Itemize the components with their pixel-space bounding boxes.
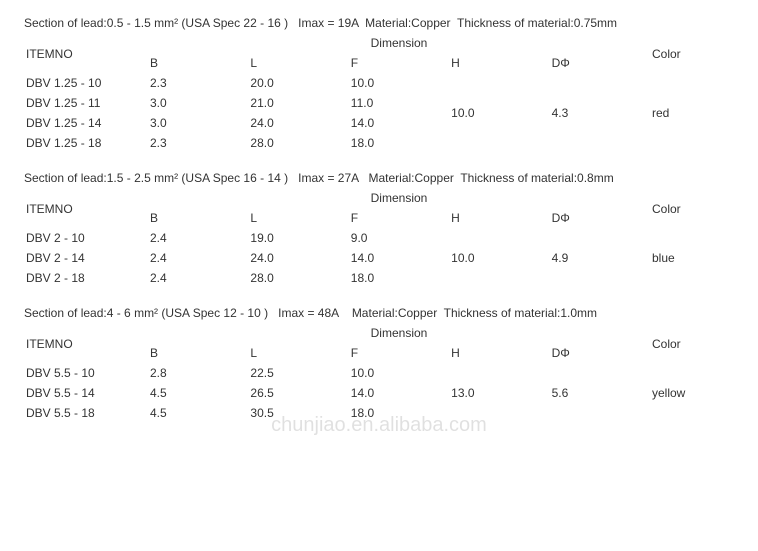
cell-D: 5.6 [550, 363, 650, 423]
header-B: B [148, 343, 248, 363]
header-D: DΦ [550, 208, 650, 228]
spec-table: ITEMNODimensionColorBLFHDΦDBV 5.5 - 102.… [24, 324, 734, 423]
header-F: F [349, 208, 449, 228]
spec-section: Section of lead:1.5 - 2.5 mm² (USA Spec … [24, 171, 734, 288]
cell-itemno: DBV 5.5 - 18 [24, 403, 148, 423]
header-H: H [449, 343, 549, 363]
header-color: Color [650, 189, 734, 228]
cell-itemno: DBV 2 - 14 [24, 248, 148, 268]
cell-itemno: DBV 1.25 - 18 [24, 133, 148, 153]
cell-color: blue [650, 228, 734, 288]
header-F: F [349, 53, 449, 73]
cell-color: yellow [650, 363, 734, 423]
cell-H: 10.0 [449, 73, 549, 153]
header-L: L [248, 53, 348, 73]
cell-L: 28.0 [248, 268, 348, 288]
header-L: L [248, 343, 348, 363]
cell-itemno: DBV 1.25 - 14 [24, 113, 148, 133]
cell-itemno: DBV 1.25 - 11 [24, 93, 148, 113]
spec-section: Section of lead:4 - 6 mm² (USA Spec 12 -… [24, 306, 734, 423]
header-B: B [148, 208, 248, 228]
header-color: Color [650, 324, 734, 363]
cell-B: 2.4 [148, 228, 248, 248]
header-dimension: Dimension [148, 324, 650, 343]
cell-D: 4.3 [550, 73, 650, 153]
cell-color: red [650, 73, 734, 153]
header-color: Color [650, 34, 734, 73]
cell-B: 2.4 [148, 248, 248, 268]
cell-F: 11.0 [349, 93, 449, 113]
spec-section: Section of lead:0.5 - 1.5 mm² (USA Spec … [24, 16, 734, 153]
header-dimension: Dimension [148, 189, 650, 208]
spec-line: Section of lead:0.5 - 1.5 mm² (USA Spec … [24, 16, 734, 30]
header-D: DΦ [550, 53, 650, 73]
cell-L: 21.0 [248, 93, 348, 113]
cell-itemno: DBV 2 - 10 [24, 228, 148, 248]
cell-F: 18.0 [349, 133, 449, 153]
cell-L: 24.0 [248, 113, 348, 133]
cell-L: 19.0 [248, 228, 348, 248]
cell-L: 28.0 [248, 133, 348, 153]
cell-B: 3.0 [148, 113, 248, 133]
table-row: DBV 5.5 - 102.822.510.013.05.6yellow [24, 363, 734, 383]
cell-D: 4.9 [550, 228, 650, 288]
cell-L: 30.5 [248, 403, 348, 423]
cell-itemno: DBV 5.5 - 10 [24, 363, 148, 383]
header-D: DΦ [550, 343, 650, 363]
cell-B: 2.3 [148, 73, 248, 93]
header-itemno: ITEMNO [24, 189, 148, 228]
cell-L: 22.5 [248, 363, 348, 383]
cell-F: 14.0 [349, 248, 449, 268]
cell-B: 4.5 [148, 383, 248, 403]
spec-table: ITEMNODimensionColorBLFHDΦDBV 2 - 102.41… [24, 189, 734, 288]
header-H: H [449, 208, 549, 228]
header-H: H [449, 53, 549, 73]
cell-H: 10.0 [449, 228, 549, 288]
cell-L: 24.0 [248, 248, 348, 268]
cell-L: 26.5 [248, 383, 348, 403]
cell-F: 9.0 [349, 228, 449, 248]
cell-B: 2.4 [148, 268, 248, 288]
cell-F: 18.0 [349, 268, 449, 288]
cell-itemno: DBV 1.25 - 10 [24, 73, 148, 93]
cell-B: 2.3 [148, 133, 248, 153]
cell-B: 2.8 [148, 363, 248, 383]
cell-H: 13.0 [449, 363, 549, 423]
cell-itemno: DBV 5.5 - 14 [24, 383, 148, 403]
cell-F: 18.0 [349, 403, 449, 423]
header-L: L [248, 208, 348, 228]
spec-line: Section of lead:1.5 - 2.5 mm² (USA Spec … [24, 171, 734, 185]
table-row: DBV 2 - 102.419.09.010.04.9blue [24, 228, 734, 248]
cell-F: 14.0 [349, 383, 449, 403]
cell-F: 10.0 [349, 363, 449, 383]
cell-itemno: DBV 2 - 18 [24, 268, 148, 288]
header-B: B [148, 53, 248, 73]
header-itemno: ITEMNO [24, 324, 148, 363]
header-F: F [349, 343, 449, 363]
cell-B: 3.0 [148, 93, 248, 113]
table-row: DBV 1.25 - 102.320.010.010.04.3red [24, 73, 734, 93]
header-itemno: ITEMNO [24, 34, 148, 73]
cell-F: 14.0 [349, 113, 449, 133]
spec-table: ITEMNODimensionColorBLFHDΦDBV 1.25 - 102… [24, 34, 734, 153]
cell-L: 20.0 [248, 73, 348, 93]
cell-F: 10.0 [349, 73, 449, 93]
header-dimension: Dimension [148, 34, 650, 53]
cell-B: 4.5 [148, 403, 248, 423]
spec-line: Section of lead:4 - 6 mm² (USA Spec 12 -… [24, 306, 734, 320]
